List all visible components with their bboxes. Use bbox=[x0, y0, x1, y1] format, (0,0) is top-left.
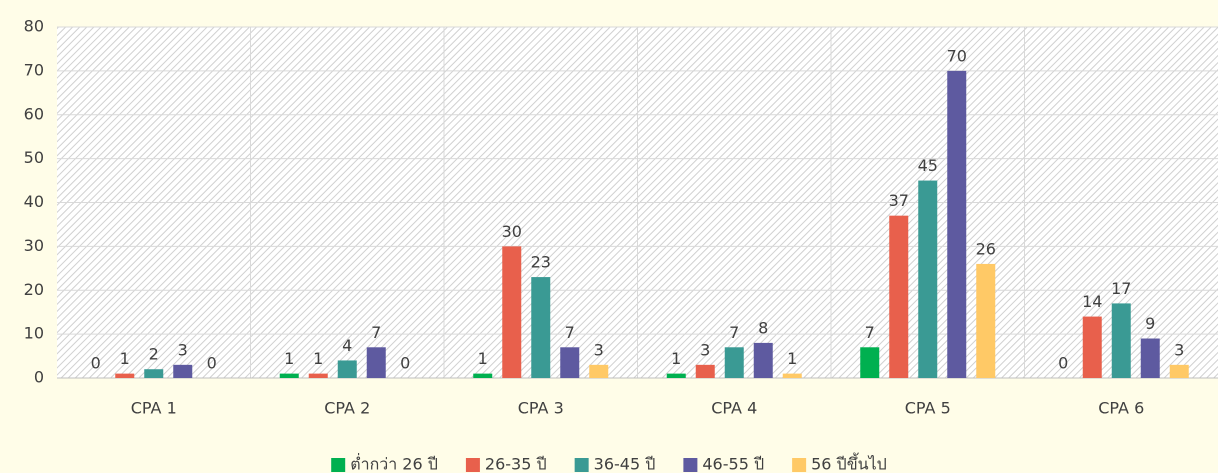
data-label: 7 bbox=[729, 323, 739, 342]
bar bbox=[666, 373, 686, 378]
legend-swatch bbox=[331, 458, 346, 472]
data-label: 70 bbox=[947, 46, 967, 65]
data-label: 1 bbox=[313, 349, 323, 368]
legend-swatch bbox=[792, 458, 807, 472]
x-tick-label: CPA 4 bbox=[711, 399, 757, 418]
data-label: 17 bbox=[1111, 279, 1131, 298]
data-label: 0 bbox=[400, 354, 410, 373]
bar bbox=[1169, 364, 1189, 378]
bar bbox=[782, 373, 802, 378]
bar bbox=[115, 373, 135, 378]
bar bbox=[889, 215, 909, 378]
y-tick-label: 80 bbox=[24, 17, 44, 36]
data-label: 2 bbox=[149, 345, 159, 364]
data-label: 4 bbox=[342, 336, 352, 355]
data-label: 26 bbox=[976, 239, 996, 258]
legend-label: 26-35 ปี bbox=[485, 455, 547, 473]
bar bbox=[144, 369, 164, 378]
x-tick-label: CPA 3 bbox=[518, 399, 564, 418]
bar bbox=[1111, 303, 1131, 378]
bar bbox=[1082, 316, 1102, 378]
bar bbox=[366, 347, 386, 378]
data-label: 3 bbox=[178, 340, 188, 359]
bar bbox=[589, 364, 609, 378]
y-tick-label: 0 bbox=[34, 368, 44, 387]
bar bbox=[753, 342, 773, 378]
y-tick-label: 20 bbox=[24, 280, 44, 299]
data-label: 45 bbox=[918, 156, 938, 175]
data-label: 3 bbox=[700, 340, 710, 359]
data-label: 37 bbox=[889, 191, 909, 210]
y-tick-label: 40 bbox=[24, 192, 44, 211]
bar bbox=[724, 347, 744, 378]
legend-swatch bbox=[574, 458, 589, 472]
bar bbox=[279, 373, 299, 378]
bar bbox=[337, 360, 357, 378]
bar bbox=[531, 277, 551, 378]
bar bbox=[308, 373, 328, 378]
data-label: 1 bbox=[478, 349, 488, 368]
bar bbox=[976, 263, 996, 378]
data-label: 1 bbox=[284, 349, 294, 368]
x-tick-label: CPA 6 bbox=[1098, 399, 1144, 418]
data-label: 8 bbox=[758, 318, 768, 337]
x-tick-label: CPA 5 bbox=[905, 399, 951, 418]
bar bbox=[918, 180, 938, 378]
y-tick-label: 60 bbox=[24, 104, 44, 123]
bar bbox=[502, 246, 522, 378]
legend-swatch bbox=[683, 458, 698, 472]
bar bbox=[860, 347, 880, 378]
data-label: 9 bbox=[1145, 314, 1155, 333]
bar bbox=[560, 347, 580, 378]
data-label: 7 bbox=[865, 323, 875, 342]
legend-label: 56 ปีขึ้นไป bbox=[811, 453, 887, 473]
data-label: 1 bbox=[671, 349, 681, 368]
data-label: 1 bbox=[120, 349, 130, 368]
data-label: 1 bbox=[787, 349, 797, 368]
data-label: 30 bbox=[502, 222, 522, 241]
y-tick-label: 50 bbox=[24, 148, 44, 167]
data-label: 3 bbox=[594, 340, 604, 359]
bar bbox=[473, 373, 493, 378]
bar bbox=[947, 70, 967, 378]
x-tick-label: CPA 2 bbox=[324, 399, 370, 418]
y-tick-label: 70 bbox=[24, 60, 44, 79]
data-label: 7 bbox=[371, 323, 381, 342]
legend-swatch bbox=[465, 458, 480, 472]
bar bbox=[1140, 338, 1160, 378]
data-label: 3 bbox=[1174, 340, 1184, 359]
legend-label: 46-55 ปี bbox=[702, 455, 764, 473]
legend-label: ต่ำกว่า 26 ปี bbox=[350, 453, 438, 473]
data-label: 14 bbox=[1082, 292, 1102, 311]
data-label: 0 bbox=[207, 354, 217, 373]
y-tick-label: 30 bbox=[24, 236, 44, 255]
legend-label: 36-45 ปี bbox=[594, 455, 656, 473]
bar bbox=[695, 364, 715, 378]
y-tick-label: 10 bbox=[24, 324, 44, 343]
bar bbox=[173, 364, 193, 378]
data-label: 23 bbox=[531, 253, 551, 272]
x-tick-label: CPA 1 bbox=[131, 399, 177, 418]
data-label: 0 bbox=[1058, 354, 1068, 373]
data-label: 7 bbox=[565, 323, 575, 342]
data-label: 0 bbox=[91, 354, 101, 373]
